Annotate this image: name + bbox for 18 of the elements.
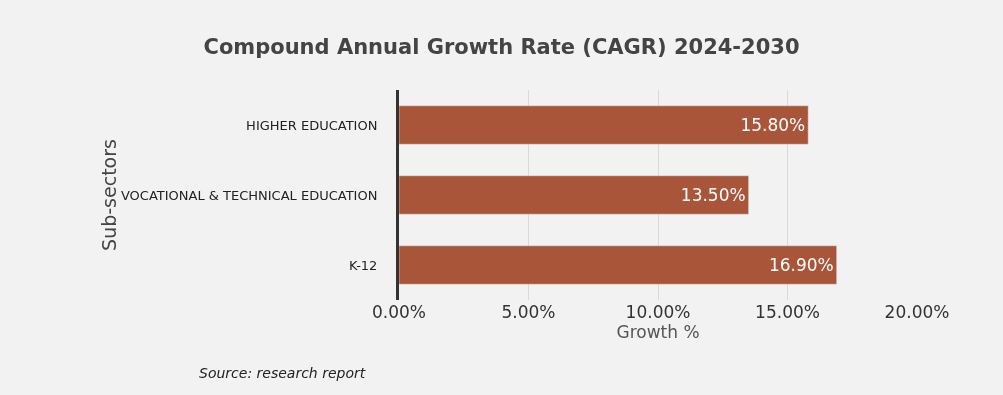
bar <box>399 245 837 285</box>
x-tick-label: 5.00% <box>501 302 556 322</box>
y-tick-label: HIGHER EDUCATION <box>246 117 378 133</box>
y-tick-label: VOCATIONAL & TECHNICAL EDUCATION <box>120 187 378 203</box>
x-tick-label: 15.00% <box>755 302 820 322</box>
data-label: 16.90% <box>768 255 834 275</box>
source-note: Source: research report <box>199 365 366 381</box>
y-axis-title: Sub-sectors <box>97 139 120 251</box>
x-tick-label: 10.00% <box>625 302 691 322</box>
bar <box>399 105 809 145</box>
x-axis-title: Growth % <box>616 322 700 342</box>
x-tick-label: 20.00% <box>884 302 950 322</box>
x-tick-label: 0.00% <box>371 302 427 322</box>
y-tick-label: K-12 <box>348 257 378 273</box>
data-label: 15.80% <box>740 115 806 135</box>
chart-title: Compound Annual Growth Rate (CAGR) 2024-2030 <box>203 35 800 60</box>
bar <box>399 175 749 215</box>
data-label: 13.50% <box>680 185 746 205</box>
